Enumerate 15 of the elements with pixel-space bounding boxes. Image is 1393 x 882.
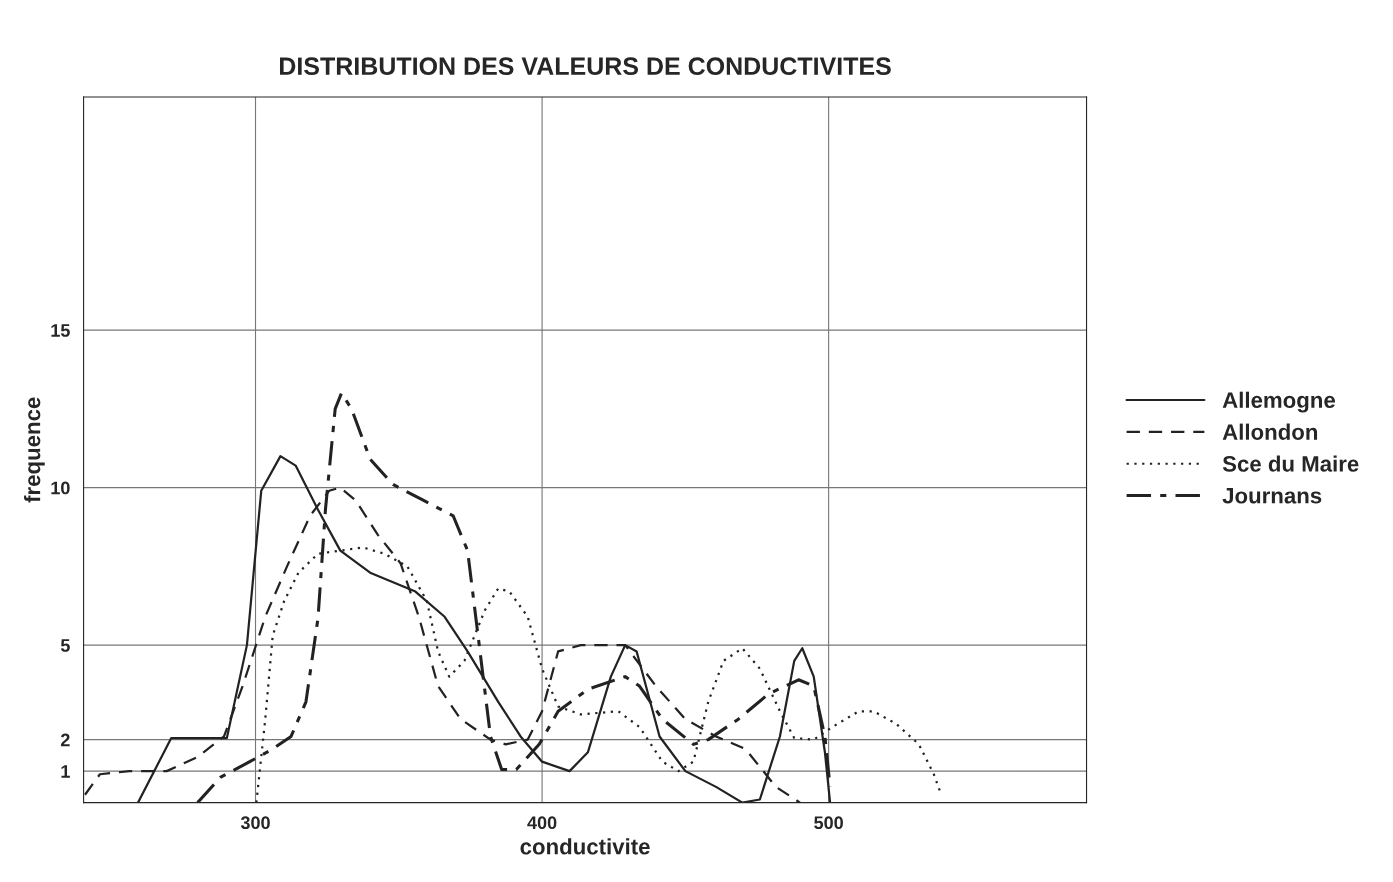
x-axis-title: conductivite	[520, 838, 650, 855]
chart-title: DISTRIBUTION DES VALEURS DE CONDUCTIVITES	[279, 57, 891, 76]
legend-label: Allondon	[1222, 423, 1318, 440]
legend-label: Allemogne	[1222, 391, 1335, 413]
y-axis-title: frequence	[24, 397, 45, 503]
y-tick-label: 2	[60, 733, 70, 747]
y-tick-label: 1	[61, 765, 70, 778]
y-tick-label: 15	[51, 324, 70, 337]
y-tick-label: 5	[60, 639, 70, 652]
x-tick-label: 400	[527, 816, 557, 830]
legend-label: Sce du Maire	[1222, 455, 1359, 472]
x-tick-label: 500	[814, 816, 843, 830]
x-tick-label: 300	[240, 816, 270, 830]
legend-label: Journans	[1222, 488, 1322, 504]
y-tick-label: 10	[51, 481, 70, 495]
